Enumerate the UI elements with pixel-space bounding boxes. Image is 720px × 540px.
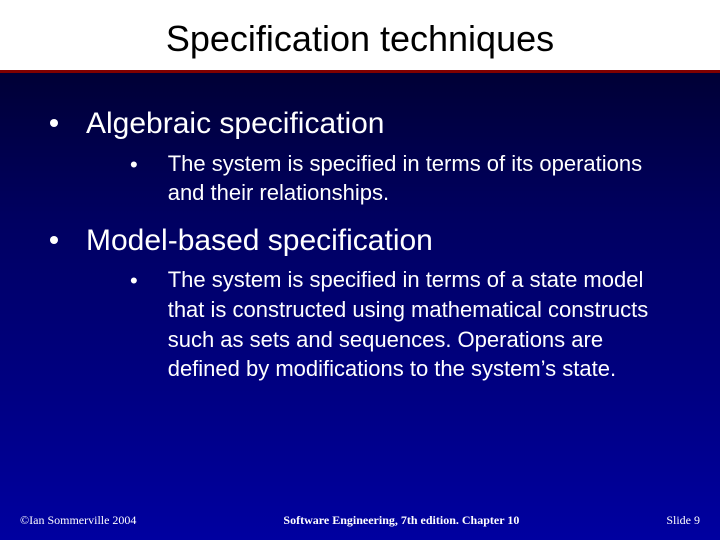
slide-footer: ©Ian Sommerville 2004 Software Engineeri… [0, 513, 720, 528]
footer-right-label: Slide [666, 513, 691, 527]
sub-bullet-text: The system is specified in terms of its … [168, 149, 680, 208]
bullet-item: Model-based specification [50, 222, 680, 260]
bullet-label: Model-based specification [86, 222, 433, 260]
round-bullet-icon [50, 119, 58, 127]
dot-bullet-icon: • [130, 151, 138, 180]
sub-bullet-text: The system is specified in terms of a st… [168, 265, 680, 384]
bullet-label: Algebraic specification [86, 105, 385, 143]
footer-center: Software Engineering, 7th edition. Chapt… [283, 513, 519, 528]
slide-title: Specification techniques [0, 0, 720, 70]
footer-slide-number: 9 [694, 513, 700, 527]
sub-bullet-item: • The system is specified in terms of a … [130, 265, 680, 384]
bullet-item: Algebraic specification [50, 105, 680, 143]
footer-right: Slide 9 [666, 513, 700, 528]
slide-content: Algebraic specification • The system is … [0, 73, 720, 384]
footer-left: ©Ian Sommerville 2004 [20, 513, 136, 528]
sub-bullet-item: • The system is specified in terms of it… [130, 149, 680, 208]
round-bullet-icon [50, 236, 58, 244]
slide: Specification techniques Algebraic speci… [0, 0, 720, 540]
dot-bullet-icon: • [130, 267, 138, 296]
